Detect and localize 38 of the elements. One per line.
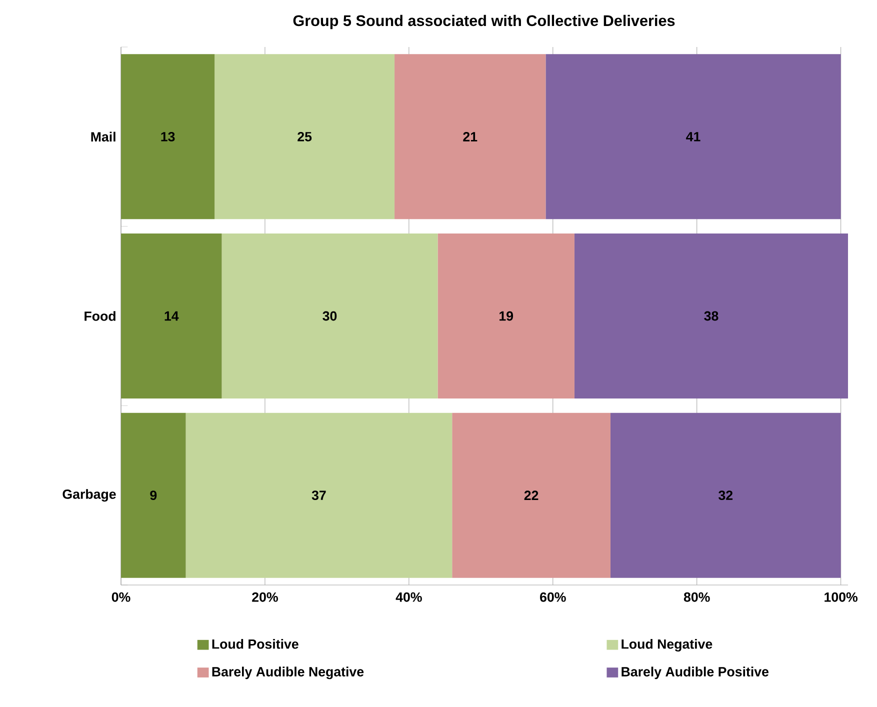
legend-label: Loud Positive — [212, 639, 298, 649]
legend-label: Barely Audible Negative — [212, 666, 364, 680]
bar — [121, 234, 222, 398]
data-label: 9 — [150, 490, 157, 500]
y-tick-label: Mail — [91, 132, 116, 142]
legend-label: Loud Negative — [622, 639, 712, 652]
x-tick-label: 60% — [540, 592, 566, 602]
data-label: 25 — [298, 132, 312, 142]
x-tick-label: 0% — [112, 592, 130, 602]
bar — [438, 234, 574, 398]
bar — [121, 54, 215, 220]
legend-label: Barely Audible Positive — [622, 666, 769, 680]
bar — [394, 54, 546, 220]
data-label: 32 — [718, 490, 733, 500]
data-label: 14 — [164, 311, 179, 321]
bar — [121, 412, 186, 578]
bar — [214, 54, 395, 220]
data-label: 19 — [500, 311, 514, 321]
x-tick-label: 80% — [684, 592, 710, 602]
x-tick-label: 20% — [252, 592, 278, 602]
data-label: 13 — [161, 132, 175, 142]
bar — [222, 234, 438, 398]
bar — [186, 412, 452, 578]
x-tick-label: 40% — [396, 592, 422, 602]
chart-title: Group 5 Sound associated with Collective Deliveries — [293, 14, 675, 30]
bar — [546, 54, 841, 220]
data-label: 38 — [704, 311, 718, 321]
bar — [574, 234, 848, 398]
y-tick-label: Food — [84, 311, 116, 321]
x-tick-label: 100% — [824, 592, 858, 602]
data-label: 21 — [463, 132, 478, 142]
data-label: 22 — [524, 490, 538, 500]
data-label: 41 — [686, 132, 700, 142]
data-label: 37 — [312, 490, 326, 500]
data-label: 30 — [322, 311, 337, 321]
bar — [610, 412, 841, 578]
y-tick-label: Garbage — [62, 489, 116, 502]
bar — [452, 412, 610, 578]
